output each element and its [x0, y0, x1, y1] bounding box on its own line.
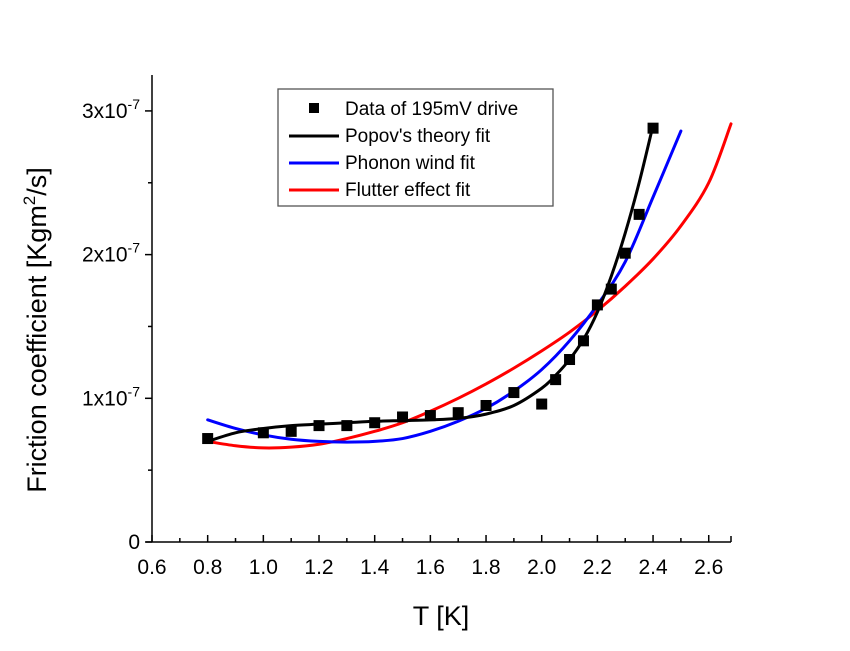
data-point: [257, 427, 269, 439]
data-point: [550, 374, 562, 386]
y-tick-label: 3x10-7: [82, 96, 140, 123]
legend-label-phonon: Phonon wind fit: [345, 153, 476, 174]
data-point: [313, 420, 325, 432]
data-point: [341, 420, 353, 432]
x-tick-label: 2.4: [638, 556, 668, 579]
data-point: [591, 299, 603, 311]
data-point: [285, 425, 297, 437]
data-point: [452, 407, 464, 419]
y-axis-title: Friction coefficient [Kgm2/s]: [20, 167, 52, 493]
data-point: [633, 208, 645, 220]
legend-label-flutter: Flutter effect fit: [345, 180, 471, 201]
data-point: [619, 247, 631, 259]
data-point: [577, 335, 589, 347]
y-tick-label: 0: [128, 531, 140, 554]
series-line-flutter-effect-fit: [206, 122, 733, 450]
legend-label-popov: Popov's theory fit: [345, 126, 491, 147]
x-tick-label: 1.2: [304, 556, 333, 579]
data-point: [397, 411, 409, 423]
y-axis-title-tail: /s]: [22, 167, 52, 196]
x-tick-label: 0.6: [137, 556, 166, 579]
data-point: [480, 399, 492, 411]
legend-box: [277, 88, 554, 207]
x-tick-label: 1.8: [471, 556, 500, 579]
x-tick-label: 1.4: [360, 556, 390, 579]
x-tick-label: 1.6: [416, 556, 445, 579]
x-tick-label: 2.6: [694, 556, 723, 579]
x-tick-label: 0.8: [193, 556, 222, 579]
x-tick-label: 1.0: [249, 556, 278, 579]
data-point: [564, 354, 576, 366]
data-point: [424, 410, 436, 422]
y-axis-title-main: Friction coefficient [Kgm: [22, 205, 52, 493]
data-point: [202, 433, 214, 445]
data-point: [508, 387, 520, 399]
data-point: [647, 122, 659, 134]
x-axis-title: T [K]: [413, 601, 470, 631]
data-point: [536, 398, 548, 410]
plot-area: 0.6 0.8 1.0 1.2 1.4 1.6 1.8 2.0 2.2 2.4 2.6 0 1x10-7…: [82, 75, 733, 579]
legend-marker-data: [309, 103, 319, 113]
data-point: [605, 283, 617, 295]
legend-label-data: Data of 195mV drive: [345, 99, 518, 120]
data-point: [369, 417, 381, 429]
legend: Data of 195mV drive Popov's theory fit P…: [277, 88, 554, 207]
x-tick-label: 2.2: [583, 556, 612, 579]
x-tick-label: 2.0: [527, 556, 556, 579]
y-tick-label: 2x10-7: [82, 240, 140, 267]
y-tick-label: 1x10-7: [82, 383, 140, 410]
y-axis-title-sup: 2: [20, 196, 39, 205]
